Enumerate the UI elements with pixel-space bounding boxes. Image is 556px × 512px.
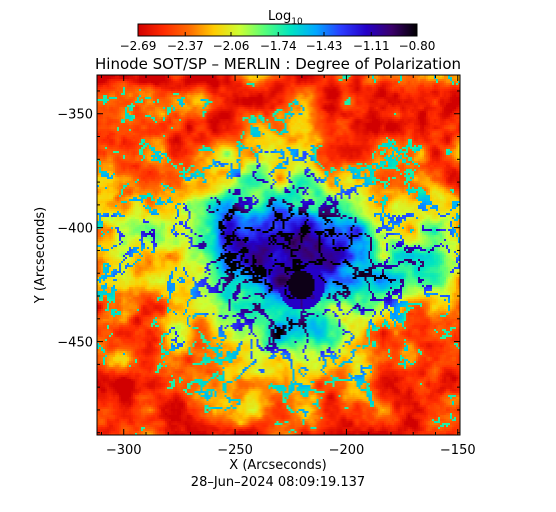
x-tick-label: −250 [217,443,253,458]
x-tick-label: −300 [106,443,142,458]
y-tick-label: −400 [57,222,93,237]
x-tick-label: −150 [440,443,476,458]
x-axis-label: X (Arcseconds) [229,458,326,473]
plot-frame [96,74,461,436]
chart-title: Hinode SOT/SP – MERLIN : Degree of Polar… [95,55,461,73]
heatmap-image [97,75,460,435]
colorbar-label: Log10 [268,9,303,27]
x-tick-label: −200 [329,443,365,458]
y-tick-label: −450 [57,336,93,351]
timestamp: 28–Jun–2024 08:09:19.137 [191,475,365,490]
colorbar-ticks: −2.69 −2.37 −2.06 −1.74 −1.43 −1.11 −0.80 [120,32,436,53]
y-tick-label: −350 [57,108,93,123]
colorbar-tick-label: −1.11 [353,39,390,53]
colorbar-tick-label: −2.37 [167,39,204,53]
colorbar-tick-label: −2.06 [213,39,250,53]
y-axis: −350 −400 −450 [57,90,460,434]
colorbar-tick-label: −2.69 [120,39,157,53]
colorbar-tick-label: −0.80 [399,39,436,53]
colorbar [137,23,418,37]
plot-area [96,74,461,436]
colorbar-tick-label: −1.74 [260,39,297,53]
y-axis-label: Y (Arcseconds) [33,207,48,304]
x-axis: −300 −250 −200 −150 [100,75,476,458]
colorbar-tick-label: −1.43 [306,39,343,53]
